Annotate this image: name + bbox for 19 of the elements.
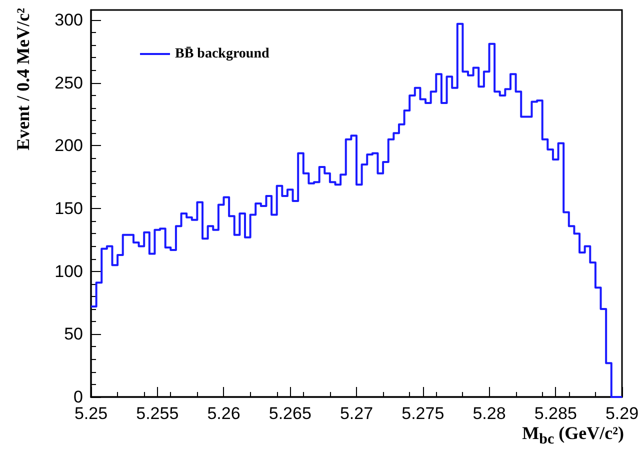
y-tick-label: 200 [54, 136, 83, 156]
y-axis-title: Event / 0.4 MeV/c² [13, 8, 33, 150]
x-tick-label: 5.27 [340, 404, 374, 423]
x-axis-title: M$_{bc}$ (GeV/c²) [522, 423, 624, 448]
x-tick-label: 5.26 [207, 404, 240, 423]
x-tick-label: 5.28 [472, 404, 506, 423]
y-tick-label: 50 [64, 324, 83, 344]
legend-label: BB̄ background [175, 46, 270, 62]
y-tick-label: 150 [54, 199, 83, 218]
x-tick-label: 5.255 [136, 404, 179, 423]
x-tick-label: 5.25 [74, 404, 108, 423]
y-tick-label: 100 [54, 262, 83, 281]
x-tick-label: 5.275 [402, 404, 444, 423]
y-tick-label: 0 [74, 388, 83, 406]
x-tick-label: 5.285 [534, 404, 577, 423]
x-tick-label: 5.265 [268, 404, 312, 423]
y-tick-label: 250 [54, 73, 83, 92]
y-tick-label: 300 [54, 10, 83, 30]
x-tick-label: 5.29 [605, 404, 639, 423]
